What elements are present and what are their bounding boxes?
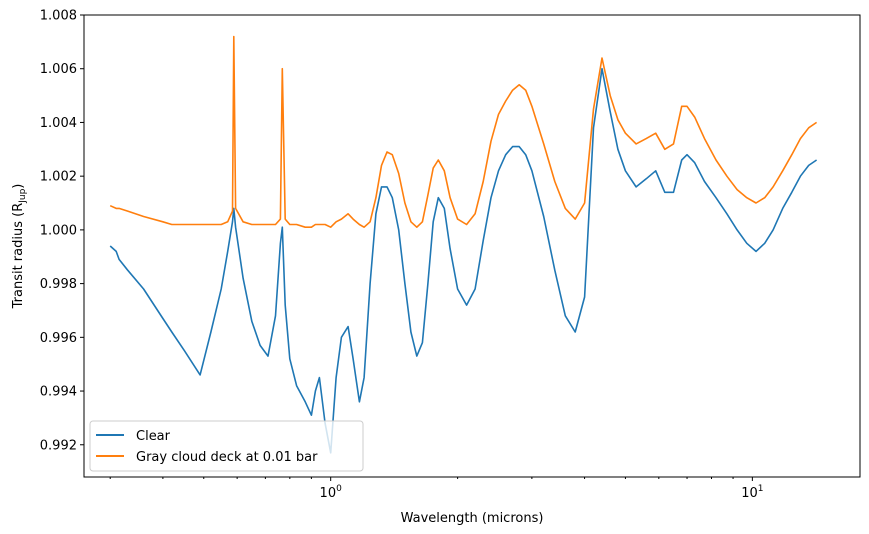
plot-frame — [83, 14, 861, 478]
y-axis: 0.992 0.994 0.996 0.998 1.000 1.002 1.004 1.006… — [40, 9, 84, 453]
y-tick-label-8: 1.008 — [40, 9, 77, 24]
y-tick-label-4: 1.000 — [40, 223, 77, 238]
series-line-0 — [109, 67, 818, 454]
x-tick-label-0: 100 — [320, 484, 343, 501]
x-axis-label: Wavelength (microns) — [401, 511, 544, 526]
series-line-1 — [109, 35, 818, 228]
y-tick-label-1: 0.994 — [40, 385, 77, 400]
y-tick-label-6: 1.004 — [40, 116, 77, 131]
legend-label-cloud: Gray cloud deck at 0.01 bar — [136, 450, 318, 465]
legend-label-clear: Clear — [136, 429, 171, 444]
y-axis-label: Transit radius (RJup) — [11, 184, 28, 310]
legend-box — [89, 420, 364, 472]
y-tick-label-7: 1.006 — [40, 62, 77, 77]
legend: Clear Gray cloud deck at 0.01 bar — [89, 420, 364, 472]
y-tick-label-5: 1.002 — [40, 170, 77, 185]
y-tick-label-0: 0.992 — [40, 438, 77, 453]
x-tick-label-1: 101 — [741, 484, 763, 501]
x-axis: 100 101 — [109, 477, 763, 501]
series-layer — [109, 35, 818, 454]
y-tick-label-2: 0.996 — [40, 331, 77, 346]
y-tick-label-3: 0.998 — [40, 277, 77, 292]
